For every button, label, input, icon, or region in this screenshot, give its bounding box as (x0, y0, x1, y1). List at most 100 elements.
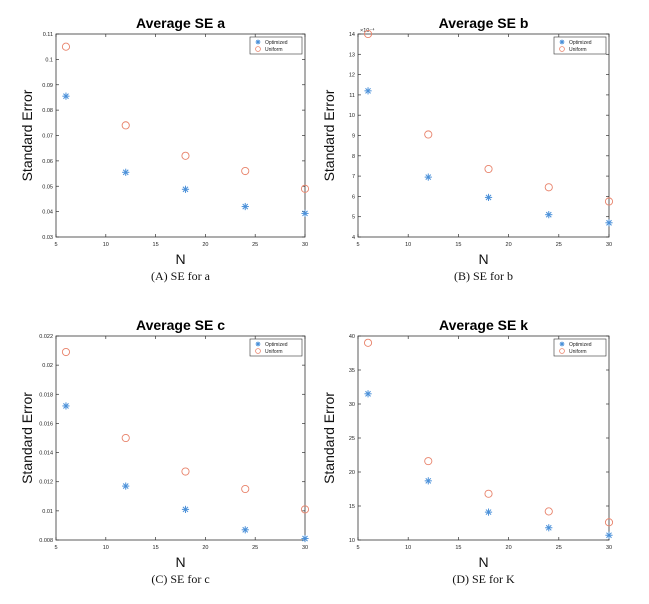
optimized-point (424, 173, 432, 181)
y-tick-label: 0.01 (42, 509, 53, 515)
uniform-point (604, 197, 614, 206)
uniform-point (363, 338, 373, 347)
uniform-point (181, 467, 190, 476)
uniform-point (604, 518, 614, 527)
legend-marker-uniform (255, 348, 261, 354)
optimized-point (62, 402, 70, 410)
optimized-point (62, 92, 70, 100)
y-tick-label: 8 (352, 154, 355, 160)
optimized-point (364, 390, 372, 398)
y-tick-label: 12 (349, 73, 355, 79)
x-tick-label: 10 (405, 242, 411, 248)
y-tick-label: 0.014 (39, 451, 53, 457)
chart-title: Average SE a (136, 15, 225, 31)
chart-panel-1: 5 10 15 20 25 30 0.03 0.04 0.05 0.06 0.07 0.08 0.09 0… (19, 15, 310, 267)
y-tick-label: 0.05 (42, 184, 53, 190)
y-tick-label: 20 (349, 470, 355, 476)
x-tick-label: 10 (103, 242, 109, 248)
chart-panel-3: 5 10 15 20 25 30 0.008 0.01 0.012 0.014 0.016 0.018… (19, 317, 310, 570)
x-tick-label: 30 (302, 242, 308, 248)
y-tick-label: 13 (349, 52, 355, 58)
plot-area (357, 335, 610, 541)
y-tick-label: 6 (352, 194, 355, 200)
y-tick-label: 7 (352, 174, 355, 180)
x-tick-label: 25 (252, 242, 258, 248)
panel-caption: (B) SE for b (454, 269, 513, 283)
x-axis-label: N (478, 554, 488, 570)
x-tick-label: 15 (455, 545, 461, 551)
plot-area (357, 33, 610, 238)
x-axis-label: N (175, 554, 185, 570)
optimized-point (484, 508, 493, 516)
x-tick-label: 15 (153, 545, 159, 551)
uniform-point (241, 484, 250, 494)
optimized-point (301, 209, 309, 218)
optimized-point (605, 219, 613, 227)
legend-marker-optimized (255, 341, 261, 347)
x-tick-label: 5 (54, 242, 57, 248)
y-tick-label: 0.02 (42, 363, 53, 369)
x-tick-label: 25 (252, 545, 258, 551)
x-axis-label: N (175, 251, 185, 267)
plot-area (55, 335, 306, 541)
legend-box (249, 36, 303, 55)
legend-label: Optimized (569, 40, 592, 46)
optimized-point (241, 526, 249, 534)
uniform-point (544, 507, 553, 516)
uniform-point (121, 121, 130, 130)
optimized-point (424, 477, 432, 485)
x-tick-label: 20 (506, 545, 512, 551)
optimized-point (241, 202, 249, 211)
optimized-point (122, 482, 130, 490)
y-tick-label: 25 (349, 436, 355, 442)
legend-box (553, 338, 607, 357)
y-tick-label: 0.09 (42, 83, 53, 89)
y-tick-label: 0.016 (39, 421, 53, 427)
chart-title: Average SE b (439, 15, 529, 31)
x-tick-label: 25 (556, 545, 562, 551)
x-tick-label: 30 (302, 545, 308, 551)
legend-box (553, 36, 607, 55)
legend-label: Optimized (569, 342, 592, 348)
y-tick-label: 14 (349, 32, 355, 38)
y-axis-label: Standard Error (19, 392, 35, 484)
legend-label: Uniform (265, 349, 283, 355)
y-axis-label: Standard Error (321, 392, 337, 484)
uniform-point (363, 29, 373, 39)
uniform-point (61, 42, 71, 51)
legend-label: Optimized (265, 40, 288, 46)
uniform-point (61, 347, 71, 357)
optimized-point (364, 87, 372, 95)
x-tick-label: 10 (405, 545, 411, 551)
legend-marker-uniform (559, 46, 565, 52)
y-tick-label: 0.022 (39, 334, 53, 340)
x-tick-label: 15 (455, 242, 461, 248)
x-tick-label: 5 (54, 545, 57, 551)
uniform-point (424, 457, 433, 466)
y-tick-label: 0.07 (42, 134, 53, 140)
panel-caption: (A) SE for a (151, 269, 211, 283)
legend-marker-optimized (559, 341, 565, 347)
y-tick-label: 11 (349, 93, 355, 99)
legend-label: Optimized (265, 342, 288, 348)
x-tick-label: 30 (606, 545, 612, 551)
legend-label: Uniform (569, 349, 587, 355)
optimized-point (605, 531, 613, 539)
uniform-point (484, 164, 493, 174)
x-tick-label: 10 (103, 545, 109, 551)
chart-title: Average SE c (136, 317, 225, 333)
x-tick-label: 5 (356, 242, 359, 248)
x-tick-label: 15 (153, 242, 159, 248)
y-tick-label: 4 (352, 235, 355, 241)
y-tick-label: 40 (349, 334, 355, 340)
y-tick-label: 9 (352, 134, 355, 140)
y-tick-label: 0.08 (42, 108, 53, 114)
x-tick-label: 20 (506, 242, 512, 248)
optimized-point (545, 211, 553, 219)
